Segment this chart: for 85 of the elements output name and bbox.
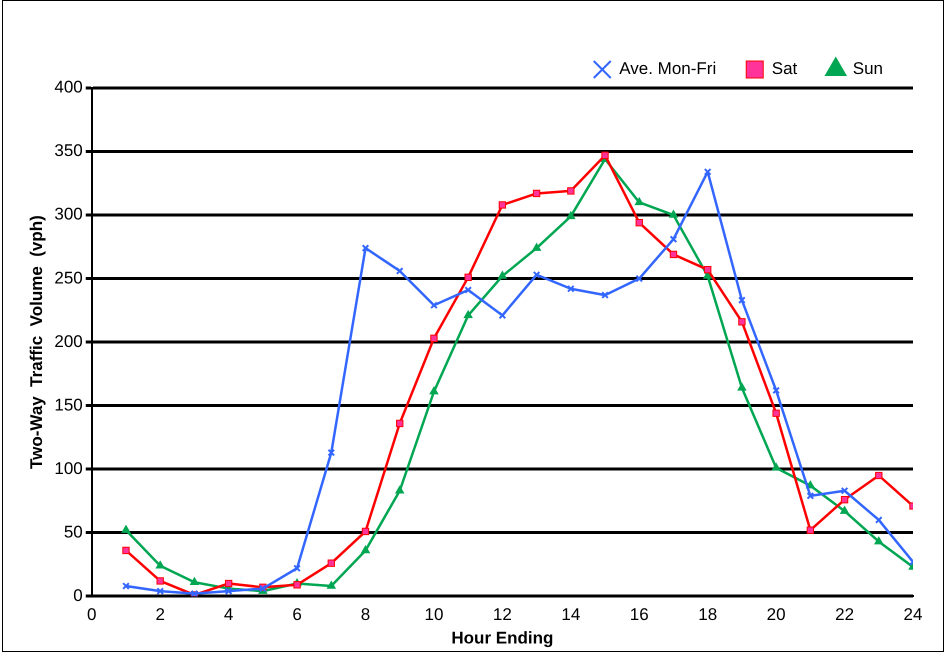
x-tick-label: 22: [835, 605, 854, 624]
legend-label: Sat: [772, 59, 798, 78]
x-tick-label: 8: [360, 605, 370, 624]
x-tick-label: 6: [292, 605, 302, 624]
point: [874, 516, 883, 524]
point: [738, 318, 746, 326]
point: [293, 564, 301, 572]
point: [670, 235, 678, 244]
point: [601, 291, 609, 299]
point: [224, 580, 232, 588]
y-tick-label: 350: [54, 141, 83, 160]
point: [156, 560, 165, 568]
point: [122, 546, 130, 554]
point: [361, 545, 370, 554]
y-tick-label: 150: [54, 395, 83, 414]
point: [464, 310, 473, 318]
y-tick-label: 250: [54, 268, 83, 288]
x-tick-label: 0: [87, 605, 96, 624]
x-axis-title: Hour Ending: [451, 628, 554, 648]
legend-label: Ave. Mon-Fri: [619, 59, 716, 78]
point: [293, 581, 301, 588]
point: [636, 218, 643, 226]
point: [772, 386, 780, 394]
point: [430, 334, 438, 342]
point: [396, 420, 404, 428]
point: [772, 462, 781, 471]
legend-label: Sun: [852, 59, 883, 78]
point: [430, 386, 438, 394]
x-tick-label: 18: [698, 605, 718, 624]
point: [224, 587, 232, 595]
point: [806, 492, 814, 500]
point: [635, 274, 644, 282]
point: [156, 587, 164, 595]
y-tick-label: 300: [54, 204, 83, 224]
point: [840, 486, 848, 495]
y-tick-label: 50: [64, 522, 83, 542]
point: [464, 286, 472, 294]
x-tick-label: 4: [224, 605, 234, 624]
point: [567, 187, 574, 195]
point: [464, 274, 472, 281]
point: [532, 190, 540, 198]
x-tick-label: 20: [766, 605, 786, 624]
point: [840, 496, 848, 504]
x-tick-label: 24: [904, 605, 922, 624]
point: [772, 410, 780, 417]
point: [566, 211, 576, 220]
y-tick-label: 400: [54, 78, 83, 97]
point: [498, 271, 507, 279]
point: [326, 581, 336, 589]
y-tick-label: 100: [54, 458, 83, 478]
point: [122, 525, 130, 533]
point: [669, 210, 678, 218]
point: [532, 243, 541, 251]
point: [498, 201, 506, 209]
x-tick-label: 10: [424, 605, 444, 624]
point: [190, 577, 199, 585]
point: [362, 244, 370, 252]
point: [156, 577, 164, 585]
x-tick-label: 16: [630, 605, 649, 624]
point: [566, 284, 575, 293]
y-axis-title: Two-Way Traffic Volume (vph): [26, 215, 46, 469]
point: [738, 296, 746, 304]
point: [532, 270, 540, 279]
y-tick-label: 0: [73, 586, 83, 605]
point: [670, 250, 678, 258]
point: [328, 559, 335, 567]
point: [430, 301, 438, 310]
point: [704, 266, 712, 274]
point: [875, 472, 882, 480]
x-tick-label: 12: [492, 605, 512, 624]
point: [498, 312, 506, 320]
point: [327, 448, 336, 456]
point: [874, 536, 884, 544]
point: [704, 168, 712, 176]
point: [806, 526, 814, 534]
y-tick-label: 200: [54, 332, 83, 351]
x-tick-label: 14: [561, 605, 580, 624]
point: [738, 382, 746, 391]
point: [840, 506, 849, 514]
point: [395, 486, 404, 494]
point: [396, 267, 404, 275]
x-tick-label: 2: [155, 605, 165, 624]
point: [634, 197, 644, 206]
point: [601, 152, 609, 160]
point: [362, 528, 370, 536]
